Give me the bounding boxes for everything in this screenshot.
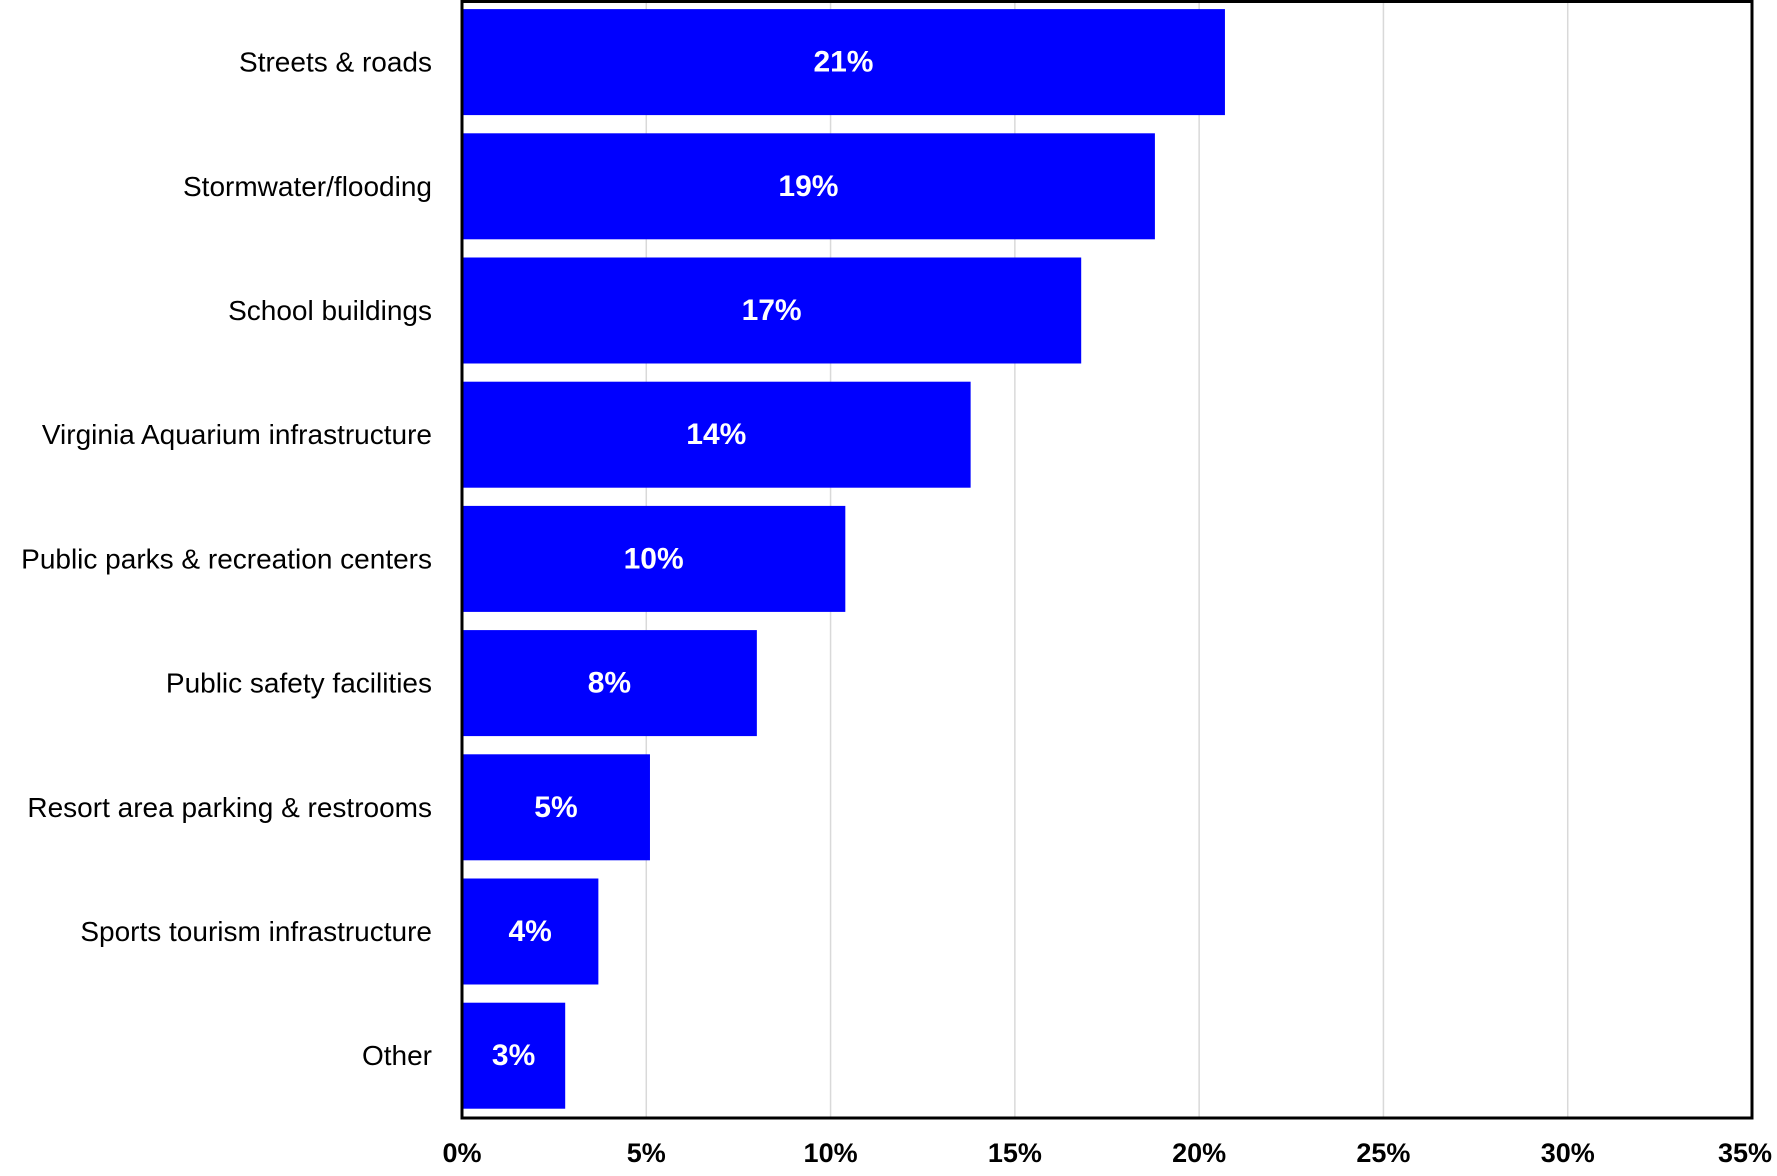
value-labels: 21% 19% 17% 14% 10% 8% 5% 4% 3% xyxy=(492,46,874,1073)
category-label: Virginia Aquarium infrastructure xyxy=(42,419,432,450)
category-label: Public safety facilities xyxy=(166,668,432,699)
category-label: Public parks & recreation centers xyxy=(21,543,432,574)
value-label: 14% xyxy=(686,418,746,451)
value-label: 17% xyxy=(742,294,802,327)
bar xyxy=(462,1002,566,1109)
category-label: Sports tourism infrastructure xyxy=(80,916,432,947)
bar xyxy=(462,505,846,612)
bar xyxy=(462,133,1155,240)
category-label: Other xyxy=(362,1040,432,1071)
bar xyxy=(462,381,971,488)
x-tick-label: 25% xyxy=(1356,1138,1410,1168)
category-label: Streets & roads xyxy=(239,47,432,78)
x-tick-label: 35% xyxy=(1718,1138,1772,1168)
x-tick-label: 10% xyxy=(804,1138,858,1168)
value-label: 21% xyxy=(813,46,873,79)
value-label: 19% xyxy=(778,170,838,203)
bar xyxy=(462,257,1082,364)
value-label: 4% xyxy=(509,915,552,948)
bar xyxy=(462,878,599,985)
category-label: Resort area parking & restrooms xyxy=(27,792,432,823)
bar xyxy=(462,630,757,737)
plot-area-border xyxy=(460,0,1754,1120)
x-tick-label: 5% xyxy=(627,1138,666,1168)
x-axis-ticks: 0% 5% 10% 15% 20% 25% 30% 35% xyxy=(442,1138,1772,1168)
x-tick-label: 30% xyxy=(1541,1138,1595,1168)
bars xyxy=(462,9,1225,1109)
x-tick-label: 0% xyxy=(442,1138,481,1168)
value-label: 5% xyxy=(534,791,577,824)
category-label: Stormwater/flooding xyxy=(183,171,432,202)
bar xyxy=(462,754,650,861)
value-label: 8% xyxy=(588,667,631,700)
value-label: 10% xyxy=(624,542,684,575)
x-tick-label: 20% xyxy=(1172,1138,1226,1168)
value-label: 3% xyxy=(492,1039,535,1072)
category-label: School buildings xyxy=(228,295,432,326)
category-labels: Streets & roads Stormwater/flooding School… xyxy=(21,47,432,1072)
x-tick-label: 15% xyxy=(988,1138,1042,1168)
bar xyxy=(462,9,1225,116)
